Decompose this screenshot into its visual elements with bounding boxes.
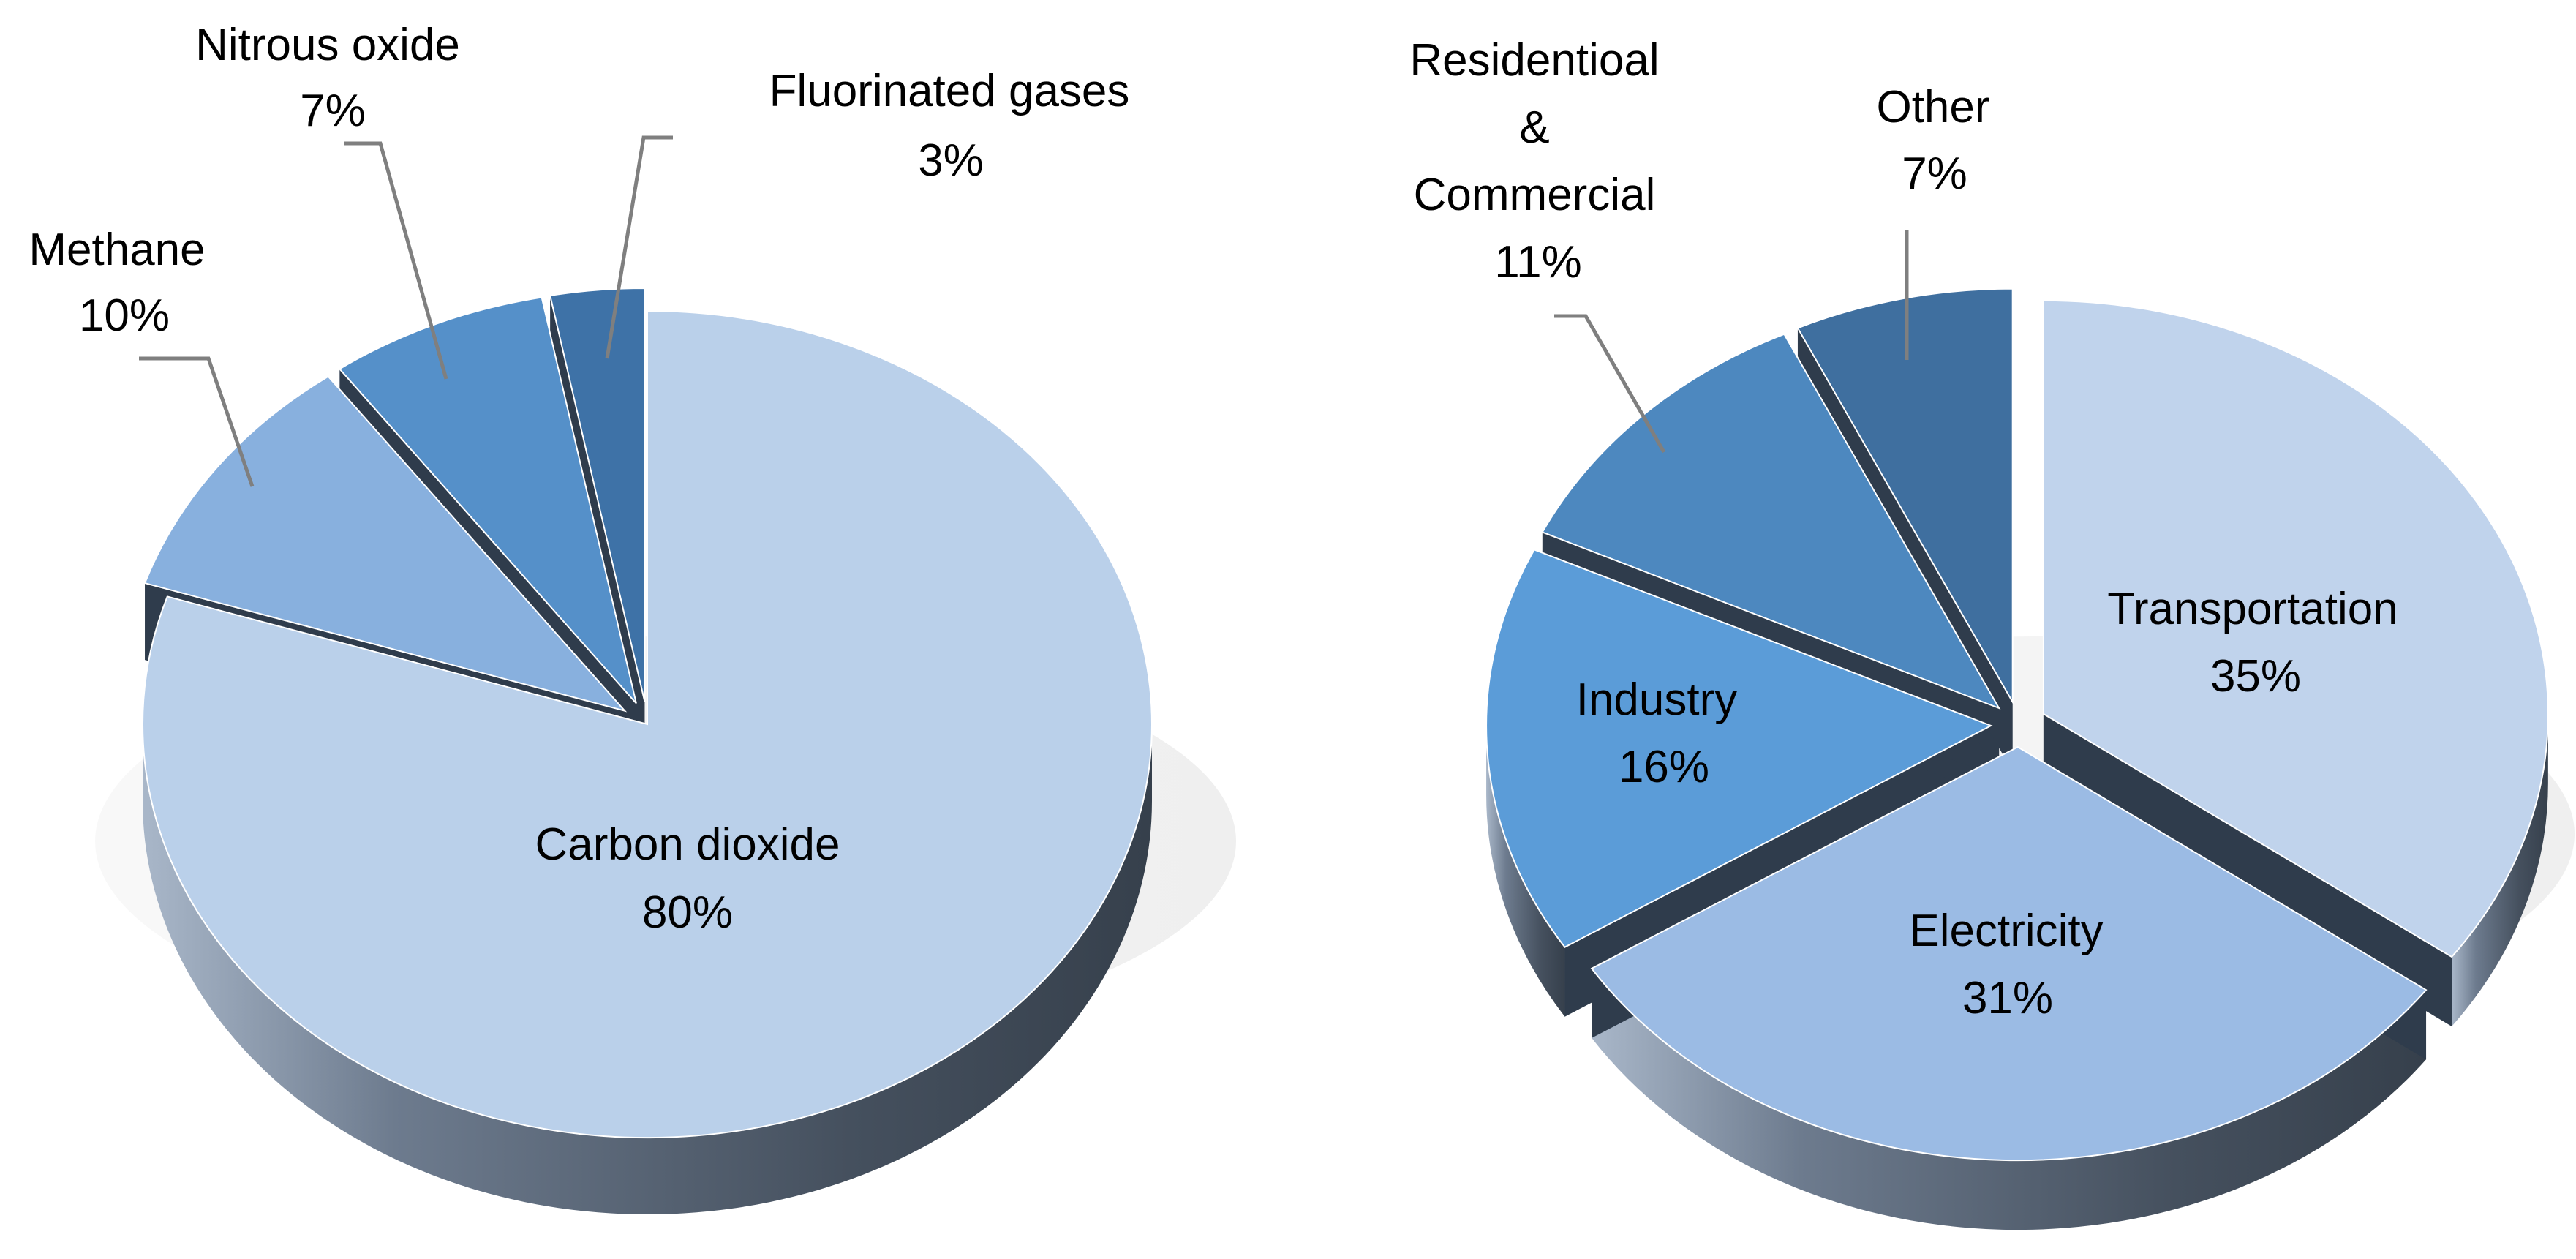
slice-value-transportation: 35%: [2210, 651, 2301, 702]
pie-chart-1: [95, 287, 1236, 1214]
slice-value-methane: 10%: [79, 290, 170, 341]
pie-slice-transportation: [2042, 299, 2549, 958]
leader-residential: [1554, 314, 1666, 454]
slice-label-residential-line3: Commercial: [1414, 170, 1656, 220]
leader-methane: [139, 356, 255, 487]
slice-value-electricity: 31%: [1962, 973, 2053, 1023]
pie-slice-electricity: [1590, 745, 2428, 1162]
pie-side-industry: [1486, 725, 1565, 1017]
slice-label-nitrous-oxide: Nitrous oxide: [195, 20, 460, 70]
slice-label-industry: Industry: [1576, 674, 1738, 725]
slice-label-other: Other: [1876, 82, 1989, 132]
slice-value-fluorinated-gases: 3%: [918, 135, 984, 186]
pie-slice-nitrous-oxide: [338, 296, 637, 704]
pie-side-carbon-dioxide: [143, 724, 1152, 1214]
pie-slice-methane: [143, 375, 628, 713]
slice-value-residential: 11%: [1494, 237, 1582, 287]
slice-label-transportation: Transportation: [2107, 584, 2398, 634]
slice-label-electricity: Electricity: [1909, 906, 2103, 956]
pie-slice-fluorinated-gases: [549, 287, 646, 702]
slice-label-carbon-dioxide: Carbon dioxide: [535, 819, 840, 870]
slice-label-methane: Methane: [29, 225, 205, 275]
slice-value-carbon-dioxide: 80%: [642, 887, 733, 938]
leader-fluorinated-gases: [605, 135, 673, 359]
pie-side-electricity: [1592, 968, 2427, 1230]
pie-slice-industry: [1485, 549, 1993, 948]
slice-label-fluorinated-gases: Fluorinated gases: [769, 66, 1130, 116]
slice-value-nitrous-oxide: 7%: [300, 86, 366, 136]
slice-label-residential-line2: &: [1519, 102, 1549, 153]
pie-slice-other: [1796, 287, 2014, 705]
leader-nitrous-oxide: [344, 141, 448, 380]
slice-value-other: 7%: [1902, 149, 1967, 199]
pie-slice-carbon-dioxide: [142, 309, 1153, 1138]
slice-value-industry: 16%: [1619, 742, 1709, 792]
pie-chart-2: [1485, 287, 2575, 1230]
pie-side-transportation: [2452, 713, 2548, 1026]
slice-label-residential-line1: Residentioal: [1409, 35, 1659, 86]
